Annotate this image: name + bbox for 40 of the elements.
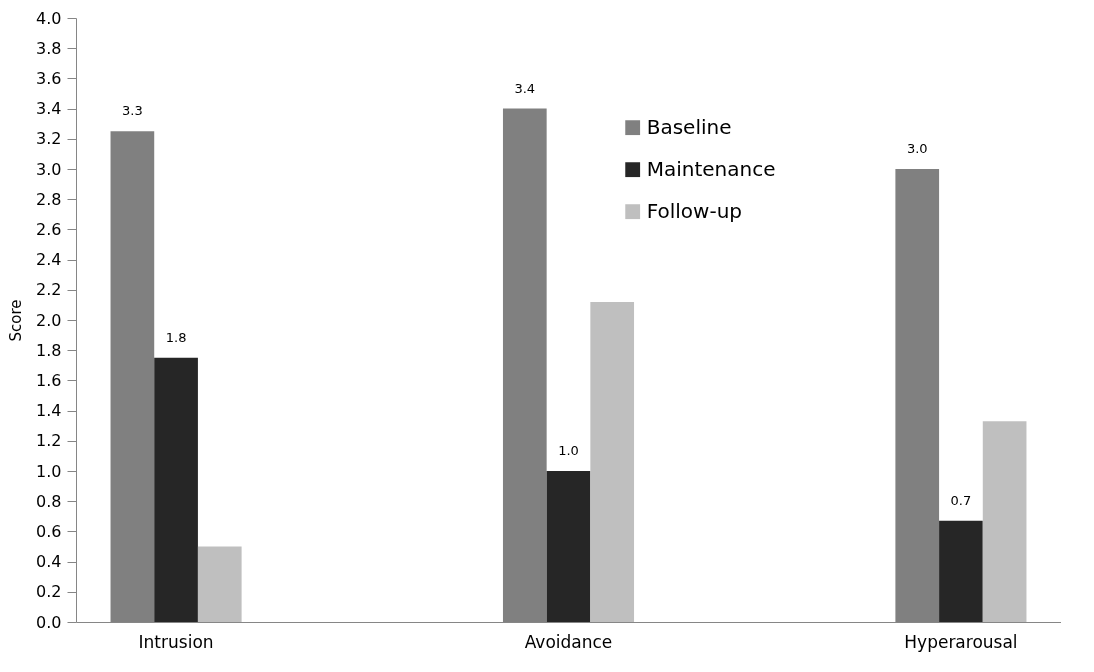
bar [939,520,983,622]
y-tick-label: 2.6 [36,219,62,239]
x-tick-label: Intrusion [138,631,214,652]
bar [546,471,591,622]
y-tick-label: 2.0 [36,310,62,330]
y-tick-label: 0.0 [36,612,62,632]
y-tick-label: 0.4 [36,552,62,572]
y-tick-label: 0.8 [36,491,62,511]
bar [982,421,1027,622]
bar [197,546,242,622]
y-tick-label: 3.8 [36,38,62,58]
y-tick-label: 3.4 [36,99,62,119]
y-tick-label: 0.2 [36,582,62,602]
legend-label: Baseline [646,114,732,139]
y-tick-label: 1.6 [36,370,62,390]
y-tick-label: 1.2 [36,431,62,451]
x-tick-label: Hyperarousal [904,631,1018,652]
x-tick-label: Avoidance [524,631,613,652]
y-tick-label: 1.8 [36,340,62,360]
y-tick-label: 2.4 [36,250,62,270]
y-tick-label: 4.0 [36,8,62,28]
y-tick-label: 3.0 [36,159,62,179]
data-label: 3.4 [514,80,536,96]
y-tick-label: 2.2 [36,280,62,300]
data-label: 3.3 [122,103,143,119]
y-tick-label: 2.8 [36,189,62,209]
y-tick-label: 3.6 [36,68,62,88]
y-tick-label: 1.4 [36,401,62,421]
data-label: 0.7 [950,492,972,508]
y-axis-title: Score [7,299,26,342]
y-tick-label: 3.2 [36,129,62,149]
data-label: 3.0 [906,141,928,156]
y-tick-label: 0.6 [36,521,62,541]
y-tick-label: 1.0 [36,461,62,481]
data-label: 1.8 [165,329,187,345]
bar [154,357,198,622]
legend-label: Maintenance [646,156,776,181]
bar [590,301,635,622]
legend-label: Follow-up [646,198,742,223]
data-label: 1.0 [558,443,579,458]
